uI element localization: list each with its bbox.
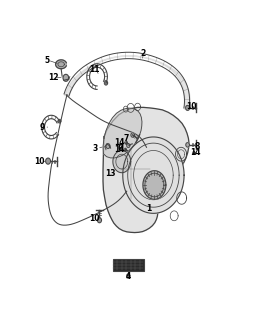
Text: 13: 13 (104, 169, 115, 179)
Polygon shape (63, 74, 68, 81)
Polygon shape (126, 274, 129, 278)
Polygon shape (97, 218, 101, 223)
Text: 1: 1 (146, 204, 151, 213)
Text: 10: 10 (34, 157, 45, 166)
Text: 3: 3 (92, 144, 97, 153)
Polygon shape (142, 171, 165, 199)
Text: 10: 10 (186, 102, 196, 111)
Text: 10: 10 (89, 214, 99, 223)
Polygon shape (103, 108, 188, 233)
Text: 9: 9 (40, 123, 45, 132)
Text: 8: 8 (194, 142, 199, 151)
Polygon shape (130, 133, 134, 137)
Polygon shape (103, 108, 141, 158)
Polygon shape (185, 143, 189, 147)
Text: 4: 4 (125, 272, 130, 281)
Polygon shape (106, 144, 109, 148)
Text: 2: 2 (139, 49, 145, 58)
Polygon shape (58, 119, 61, 123)
Polygon shape (113, 150, 130, 173)
Polygon shape (185, 105, 189, 110)
Text: 7: 7 (123, 134, 129, 143)
Text: 14: 14 (114, 138, 124, 147)
Text: 5: 5 (44, 56, 49, 65)
Text: 11: 11 (89, 65, 100, 74)
Polygon shape (45, 158, 50, 164)
Polygon shape (122, 137, 183, 213)
Polygon shape (104, 81, 107, 85)
Polygon shape (55, 60, 66, 69)
Text: 14: 14 (114, 145, 124, 154)
Text: 12: 12 (48, 73, 58, 82)
Text: 6: 6 (117, 144, 122, 153)
Text: 14: 14 (189, 148, 200, 157)
Bar (112, 259, 144, 270)
Polygon shape (126, 144, 129, 148)
